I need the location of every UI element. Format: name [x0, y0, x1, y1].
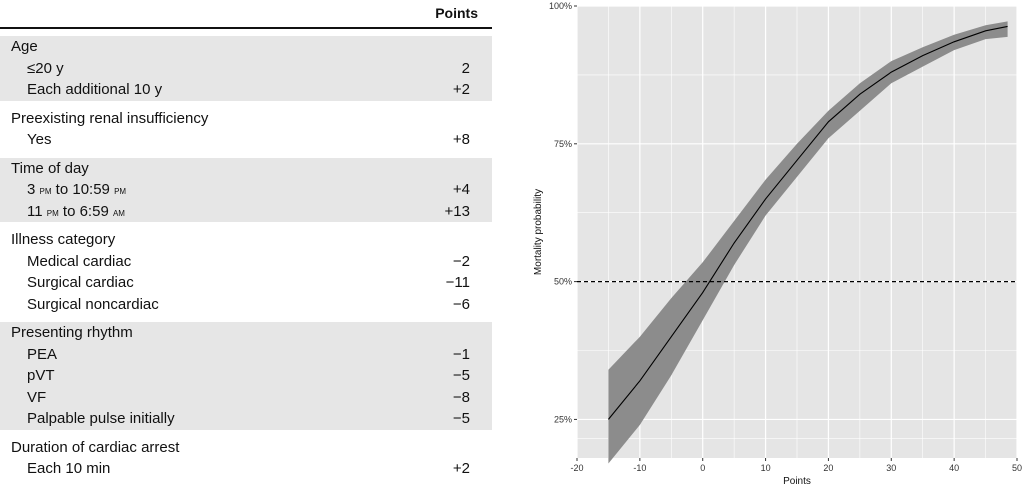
- row-label: Each additional 10 y: [27, 81, 163, 98]
- table-row: Each additional 10 y +2: [0, 79, 492, 101]
- row-points: −2: [452, 252, 470, 270]
- row-points: +13: [444, 202, 470, 220]
- row-points: +8: [452, 131, 470, 148]
- row-points: −5: [452, 410, 470, 427]
- row-points: +2: [452, 81, 470, 98]
- table-row: VF −8: [0, 387, 492, 409]
- x-axis-title: Points: [783, 476, 811, 487]
- row-label-part: to 6:59: [58, 202, 113, 220]
- row-label: Palpable pulse initially: [27, 410, 175, 427]
- group-title-row: Duration of cardiac arrest: [0, 437, 492, 459]
- row-label: Surgical cardiac: [27, 274, 134, 291]
- mortality-chart: 25% 50% 75% 100% -20 -10 0 10 20 30 40 50 Points Mort…: [515, 0, 1024, 489]
- group-title: Time of day: [11, 159, 89, 177]
- table-row: Each 10 min +2: [0, 458, 492, 480]
- table-row: 11 pm to 6:59 am +13: [0, 201, 492, 223]
- table-header: Points: [0, 0, 492, 29]
- row-label: VF: [27, 388, 47, 406]
- score-table: Points Age ≤20 y 2 Each additional 10 y +2 Pr…: [0, 0, 492, 480]
- row-points: −6: [452, 295, 470, 313]
- table-row: PEA −1: [0, 344, 492, 366]
- x-tick-label: 10: [761, 463, 771, 473]
- x-tick-label: 50: [1012, 463, 1022, 473]
- x-tick-label: 0: [700, 463, 705, 473]
- row-points: −8: [452, 388, 470, 406]
- table-group: Illness category Medical cardiac −2 Surgica…: [0, 229, 492, 315]
- row-label-part: pm: [39, 183, 52, 197]
- y-tick-label: 100%: [549, 1, 572, 11]
- row-points: −1: [452, 345, 470, 363]
- table-group: Preexisting renal insufficiency Yes +8: [0, 108, 492, 151]
- row-points: +4: [452, 181, 470, 198]
- table-row: Yes +8: [0, 129, 492, 151]
- table-row: Surgical noncardiac −6: [0, 294, 492, 316]
- points-column-header: Points: [435, 5, 478, 21]
- group-title-row: Preexisting renal insufficiency: [0, 108, 492, 130]
- group-title-row: Time of day: [0, 158, 492, 180]
- row-label-part: 11: [27, 202, 47, 220]
- row-label: 3 pm to 10:59 pm: [27, 179, 126, 202]
- row-label-part: pm: [114, 183, 127, 197]
- row-points: +2: [452, 460, 470, 477]
- row-label: Yes: [27, 131, 52, 148]
- row-label: 11 pm to 6:59 am: [27, 201, 125, 224]
- y-tick-label: 75%: [554, 139, 572, 149]
- group-title: Preexisting renal insufficiency: [11, 109, 209, 127]
- x-tick-label: 30: [886, 463, 896, 473]
- group-title-row: Illness category: [0, 229, 492, 251]
- group-title: Presenting rhythm: [11, 324, 133, 341]
- row-label: Surgical noncardiac: [27, 295, 159, 313]
- mortality-curve: [607, 25, 1008, 420]
- table-row: pVT −5: [0, 365, 492, 387]
- row-label: PEA: [27, 345, 58, 363]
- x-tick-label: 20: [823, 463, 833, 473]
- row-label: Each 10 min: [27, 460, 111, 477]
- table-row: Palpable pulse initially −5: [0, 408, 492, 430]
- group-title: Duration of cardiac arrest: [11, 438, 180, 456]
- group-title-row: Presenting rhythm: [0, 322, 492, 344]
- row-label-part: to 10:59: [51, 181, 115, 198]
- row-label-part: am: [112, 204, 125, 219]
- row-label-part: 3: [27, 181, 40, 198]
- y-tick-label: 25%: [554, 414, 572, 424]
- row-label: Medical cardiac: [27, 252, 132, 270]
- table-group: Age ≤20 y 2 Each additional 10 y +2: [0, 36, 492, 101]
- row-label: ≤20 y: [27, 59, 64, 77]
- chart-svg: 25% 50% 75% 100% -20 -10 0 10 20 30 40 50 Points Mort…: [533, 1, 1022, 487]
- table-group: Duration of cardiac arrest Each 10 min +2: [0, 437, 492, 480]
- row-label-part: pm: [46, 204, 59, 219]
- row-label: pVT: [27, 367, 55, 384]
- row-points: −11: [445, 274, 470, 291]
- group-title: Illness category: [11, 231, 116, 248]
- x-tick-label: -10: [633, 463, 646, 473]
- group-title-row: Age: [0, 36, 492, 58]
- table-row: 3 pm to 10:59 pm +4: [0, 179, 492, 201]
- table-group: Presenting rhythm PEA −1 pVT −5 VF −8 Palpable …: [0, 322, 492, 430]
- table-body: Age ≤20 y 2 Each additional 10 y +2 Preexisti…: [0, 36, 492, 480]
- table-group: Time of day 3 pm to 10:59 pm +4 11 pm to 6:…: [0, 157, 492, 223]
- row-points: −5: [452, 367, 470, 384]
- x-tick-label: -20: [570, 463, 583, 473]
- y-tick-label: 50%: [554, 277, 572, 287]
- table-row: ≤20 y 2: [0, 58, 492, 80]
- row-points: 2: [461, 59, 470, 77]
- table-row: Surgical cardiac −11: [0, 272, 492, 294]
- y-axis-title: Mortality probability: [533, 189, 544, 275]
- table-row: Medical cardiac −2: [0, 251, 492, 273]
- x-tick-label: 40: [949, 463, 959, 473]
- group-title: Age: [11, 38, 38, 55]
